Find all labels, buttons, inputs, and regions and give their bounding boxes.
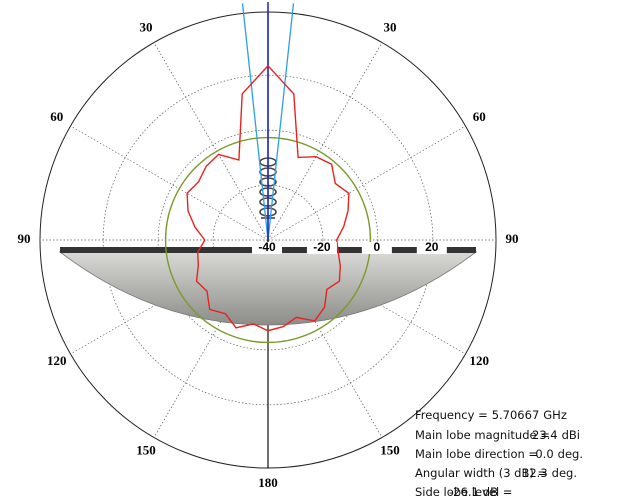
r-tick-label: 20 [425, 240, 439, 254]
info-value: -26.1 [449, 485, 479, 499]
beam-width-line [243, 3, 268, 240]
theta-tick-label: 120 [470, 353, 490, 368]
page: -40 -20 0 20 0 30 30 60 60 90 90 120 120 150 150 180 Fre… [0, 0, 618, 503]
r-tick-label: 0 [374, 240, 381, 254]
theta-tick-label: 60 [50, 109, 63, 124]
info-value: 23.4 [532, 428, 558, 442]
polar-chart: -40 -20 0 20 0 30 30 60 60 90 90 120 120 150 150 180 Fre… [0, 0, 618, 503]
info-unit: GHz [543, 408, 567, 422]
theta-tick-label: 180 [258, 475, 278, 490]
r-tick-label: -40 [258, 240, 276, 254]
info-label: Main lobe magnitude = [415, 428, 550, 442]
theta-tick-label: 90 [18, 231, 31, 246]
info-label: Frequency = [415, 408, 488, 422]
spoke [268, 43, 382, 240]
info-unit: dB [483, 485, 498, 499]
info-value: 5.70667 [492, 408, 540, 422]
theta-tick-label: 30 [384, 20, 397, 35]
r-tick-label: -20 [313, 240, 331, 254]
theta-tick-label: 150 [136, 442, 156, 457]
spoke [71, 126, 268, 240]
theta-tick-label: 30 [140, 20, 153, 35]
info-line: Main lobe direction =0.0 deg. [415, 447, 583, 461]
beam-width-line [268, 3, 293, 240]
theta-tick-label: 120 [47, 353, 67, 368]
theta-tick-label: 0 [265, 0, 272, 2]
theta-tick-label: 60 [473, 109, 486, 124]
info-unit: dBi [562, 428, 580, 442]
theta-tick-label: 150 [380, 442, 400, 457]
info-label: Main lobe direction = [415, 447, 538, 461]
info-line: Main lobe magnitude =23.4 dBi [415, 428, 580, 442]
info-unit: deg. [558, 447, 583, 461]
info-unit: deg. [552, 466, 577, 480]
theta-tick-label: 90 [506, 231, 519, 246]
info-value: 0.0 [535, 447, 553, 461]
ground-plane [60, 252, 476, 325]
spoke [154, 43, 268, 240]
info-value: 12.3 [522, 466, 548, 480]
